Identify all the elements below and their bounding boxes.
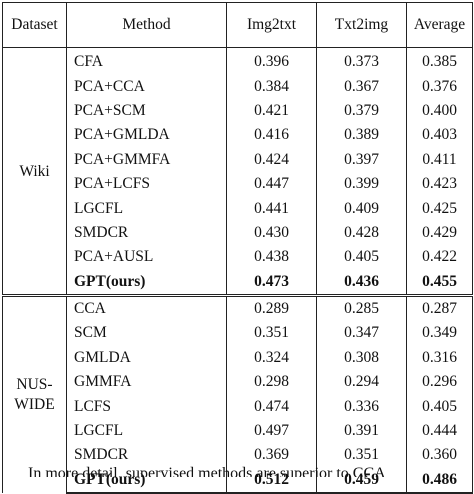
method-cell: LCFS	[66, 394, 227, 419]
img2txt-cell: 0.438	[226, 245, 317, 270]
average-cell: 0.423	[406, 171, 473, 197]
table-row: SMDCR 0.369 0.351 0.360	[3, 443, 473, 468]
table-row: GPT(ours) 0.473 0.436 0.455	[3, 269, 473, 297]
txt2img-cell: 0.428	[316, 220, 407, 246]
average-cell: 0.455	[406, 269, 473, 297]
table-row: LCFS 0.474 0.336 0.405	[3, 394, 473, 419]
average-cell: 0.316	[406, 345, 473, 371]
average-cell: 0.425	[406, 196, 473, 221]
dataset-cell: Wiki	[2, 47, 67, 296]
average-cell: 0.405	[406, 394, 473, 419]
txt2img-cell: 0.405	[316, 245, 407, 270]
dataset-cell: NUS- WIDE	[2, 293, 67, 494]
method-cell: SMDCR	[66, 443, 227, 468]
dataset-group: Wiki CFA 0.396 0.373 0.385 PCA+CCA 0.384 0.367 0…	[2, 47, 473, 297]
average-cell: 0.287	[406, 293, 473, 322]
txt2img-cell: 0.367	[316, 74, 407, 99]
average-cell: 0.429	[406, 220, 473, 246]
method-cell: PCA+GMLDA	[66, 123, 227, 148]
txt2img-cell: 0.391	[316, 418, 407, 444]
method-cell: PCA+AUSL	[66, 245, 227, 270]
img2txt-cell: 0.473	[226, 269, 317, 297]
img2txt-cell: 0.289	[226, 293, 317, 322]
txt2img-cell: 0.436	[316, 269, 407, 297]
average-cell: 0.400	[406, 98, 473, 124]
img2txt-cell: 0.324	[226, 345, 317, 371]
table-row: SCM 0.351 0.347 0.349	[3, 321, 473, 346]
method-cell: GMLDA	[66, 345, 227, 371]
method-cell: PCA+GMMFA	[66, 147, 227, 172]
table-row: PCA+CCA 0.384 0.367 0.376	[3, 74, 473, 99]
img2txt-cell: 0.298	[226, 370, 317, 395]
img2txt-cell: 0.416	[226, 123, 317, 148]
img2txt-cell: 0.430	[226, 220, 317, 246]
header-dataset: Dataset	[2, 2, 67, 48]
txt2img-cell: 0.409	[316, 196, 407, 221]
img2txt-cell: 0.421	[226, 98, 317, 124]
average-cell: 0.349	[406, 321, 473, 346]
table-row: PCA+GMLDA 0.416 0.389 0.403	[3, 123, 473, 148]
txt2img-cell: 0.294	[316, 370, 407, 395]
table-row: GMLDA 0.324 0.308 0.316	[3, 345, 473, 371]
method-cell: CCA	[66, 293, 227, 322]
txt2img-cell: 0.373	[316, 47, 407, 75]
method-cell: PCA+LCFS	[66, 171, 227, 197]
img2txt-cell: 0.441	[226, 196, 317, 221]
header-txt2img: Txt2img	[316, 2, 407, 48]
average-cell: 0.444	[406, 418, 473, 444]
table-row: PCA+AUSL 0.438 0.405 0.422	[3, 245, 473, 270]
img2txt-cell: 0.424	[226, 147, 317, 172]
txt2img-cell: 0.351	[316, 443, 407, 468]
txt2img-cell: 0.336	[316, 394, 407, 419]
table-row: LGCFL 0.497 0.391 0.444	[3, 418, 473, 444]
table-row: PCA+SCM 0.421 0.379 0.400	[3, 98, 473, 124]
body-text-fragment: In more detail, supervised methods are s…	[28, 465, 386, 477]
txt2img-cell: 0.347	[316, 321, 407, 346]
img2txt-cell: 0.384	[226, 74, 317, 99]
img2txt-cell: 0.351	[226, 321, 317, 346]
txt2img-cell: 0.389	[316, 123, 407, 148]
txt2img-cell: 0.397	[316, 147, 407, 172]
header-row: Dataset Method Img2txt Txt2img Average	[2, 2, 473, 48]
method-cell: GPT(ours)	[66, 269, 227, 297]
average-cell: 0.360	[406, 443, 473, 468]
img2txt-cell: 0.447	[226, 171, 317, 197]
table-row: Wiki CFA 0.396 0.373 0.385	[2, 47, 473, 296]
txt2img-cell: 0.399	[316, 171, 407, 197]
method-cell: PCA+CCA	[66, 74, 227, 99]
average-cell: 0.403	[406, 123, 473, 148]
average-cell: 0.296	[406, 370, 473, 395]
average-cell: 0.411	[406, 147, 473, 172]
average-cell: 0.422	[406, 245, 473, 270]
average-cell: 0.385	[406, 47, 473, 75]
header-method: Method	[66, 2, 227, 48]
table-row: PCA+GMMFA 0.424 0.397 0.411	[3, 147, 473, 172]
txt2img-cell: 0.285	[316, 293, 407, 322]
header-average: Average	[406, 2, 473, 48]
img2txt-cell: 0.396	[226, 47, 317, 75]
table-row: LGCFL 0.441 0.409 0.425	[3, 196, 473, 221]
method-cell: GMMFA	[66, 370, 227, 395]
img2txt-cell: 0.497	[226, 418, 317, 444]
img2txt-cell: 0.474	[226, 394, 317, 419]
txt2img-cell: 0.379	[316, 98, 407, 124]
method-cell: SCM	[66, 321, 227, 346]
table-row: GMMFA 0.298 0.294 0.296	[3, 370, 473, 395]
table-row: PCA+LCFS 0.447 0.399 0.423	[3, 171, 473, 197]
method-cell: LGCFL	[66, 418, 227, 444]
method-cell: PCA+SCM	[66, 98, 227, 124]
table-row: NUS- WIDE CCA 0.289 0.285 0.287	[2, 293, 473, 494]
method-cell: SMDCR	[66, 220, 227, 246]
txt2img-cell: 0.308	[316, 345, 407, 371]
table-row: SMDCR 0.430 0.428 0.429	[3, 220, 473, 246]
average-cell: 0.376	[406, 74, 473, 99]
header-img2txt: Img2txt	[226, 2, 317, 48]
method-cell: LGCFL	[66, 196, 227, 221]
method-cell: CFA	[66, 47, 227, 75]
